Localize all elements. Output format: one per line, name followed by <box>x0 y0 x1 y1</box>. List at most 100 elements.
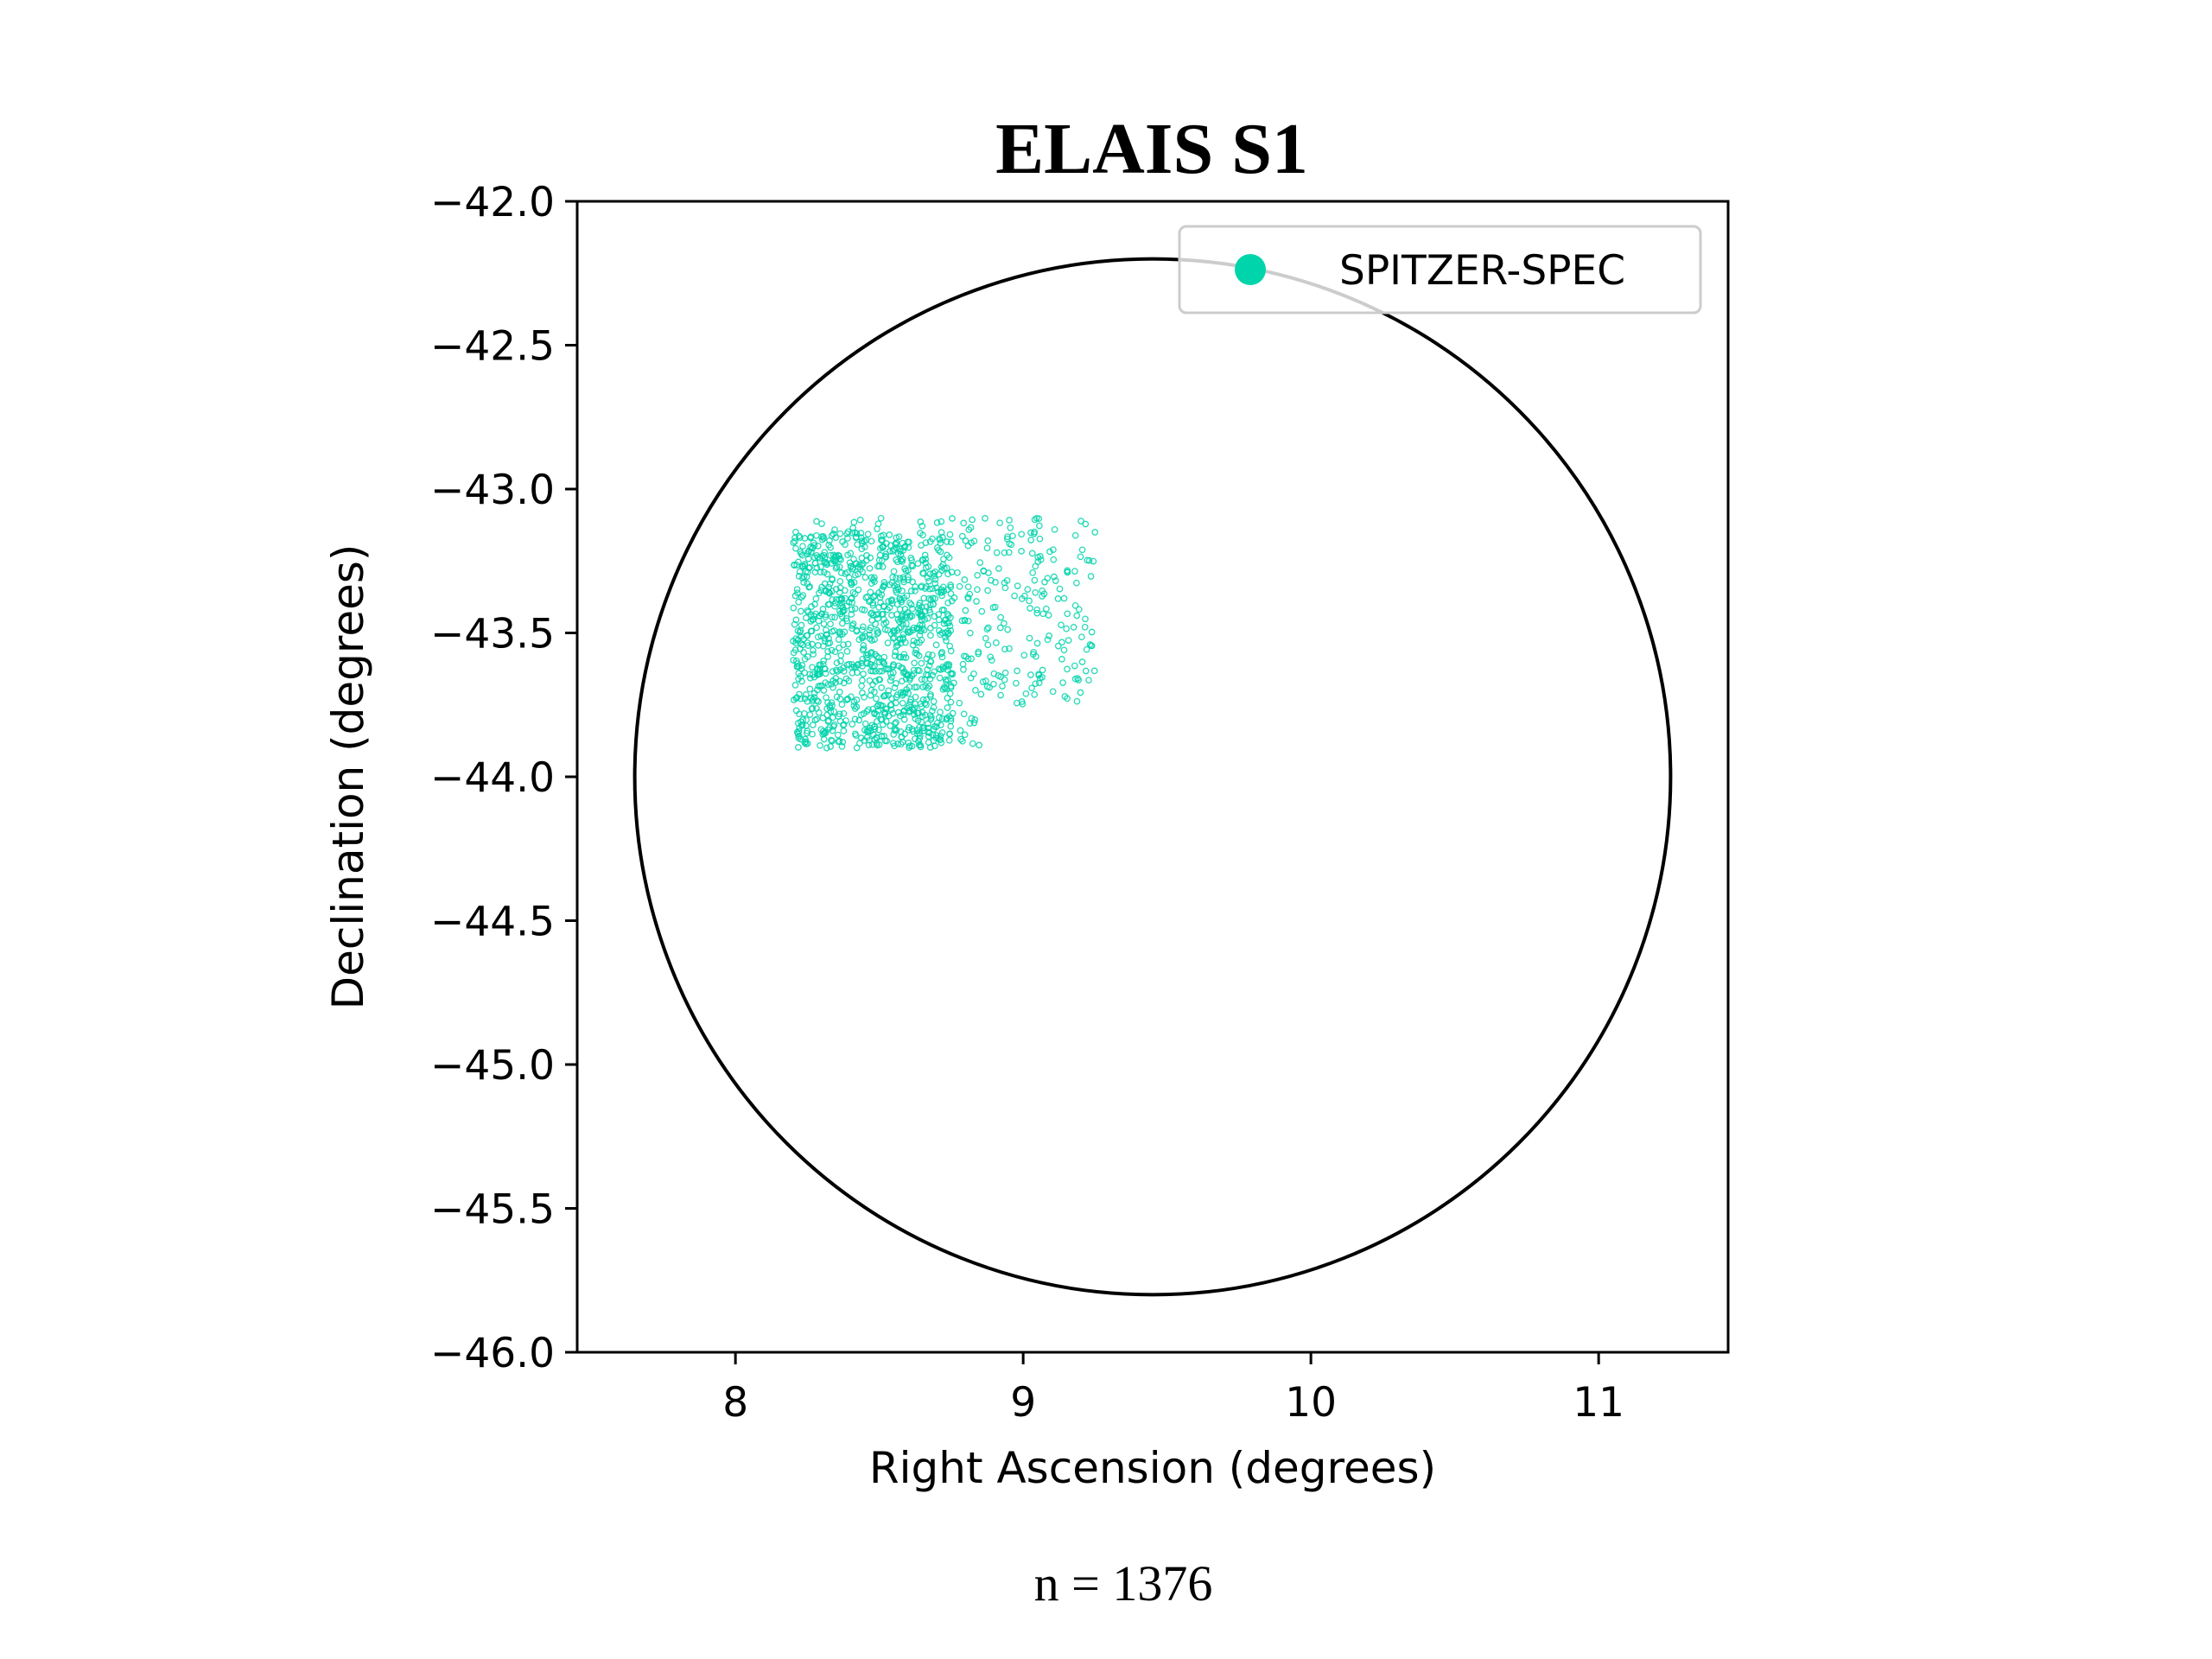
scatter-point <box>935 588 942 595</box>
scatter-point <box>1035 671 1043 679</box>
scatter-point <box>807 543 815 550</box>
scatter-point <box>938 607 946 613</box>
scatter-point <box>848 580 855 587</box>
scatter-point <box>845 574 853 582</box>
scatter-point <box>886 531 893 538</box>
scatter-point <box>815 683 823 690</box>
scatter-point <box>1085 677 1092 684</box>
scatter-point <box>921 700 929 707</box>
scatter-point <box>840 668 848 675</box>
scatter-point <box>899 653 907 661</box>
scatter-point <box>1031 690 1039 698</box>
y-tick-label: −45.0 <box>430 1042 555 1090</box>
scatter-point <box>796 690 803 698</box>
scatter-point <box>983 544 991 552</box>
scatter-point <box>1049 688 1057 696</box>
scatter-point <box>984 587 991 594</box>
scatter-point <box>1036 522 1043 530</box>
scatter-point <box>933 519 941 526</box>
scatter-point <box>829 576 836 583</box>
scatter-point <box>893 639 900 646</box>
y-tick-label: −42.0 <box>430 179 555 226</box>
scatter-point <box>826 704 834 711</box>
scatter-point <box>895 533 903 540</box>
scatter-point <box>931 723 938 730</box>
scatter-point <box>857 530 865 537</box>
scatter-point <box>795 744 802 751</box>
plot-area <box>632 257 1673 1297</box>
scatter-point <box>906 698 914 706</box>
scatter-point <box>817 726 825 734</box>
scatter-point <box>866 631 873 639</box>
scatter-point <box>942 629 950 637</box>
scatter-point <box>905 543 912 551</box>
scatter-point <box>821 569 828 576</box>
scatter-point <box>1003 535 1011 543</box>
scatter-point <box>828 736 835 744</box>
scatter-point <box>967 674 975 682</box>
scatter-point <box>919 696 927 703</box>
scatter-point <box>872 668 880 675</box>
scatter-point <box>1046 632 1052 639</box>
scatter-point <box>887 677 894 684</box>
scatter-point <box>960 519 968 527</box>
scatter-point <box>871 725 879 733</box>
scatter-point <box>918 522 926 530</box>
scatter-point <box>1032 680 1039 688</box>
scatter-point <box>974 571 982 579</box>
scatter-point <box>858 545 866 553</box>
scatter-point <box>867 588 874 596</box>
scatter-point <box>941 617 949 624</box>
scatter-point <box>813 518 820 525</box>
scatter-point <box>931 613 938 620</box>
chart-title: ELAIS S1 <box>995 109 1308 189</box>
scatter-point <box>875 658 883 666</box>
scatter-point <box>899 669 907 677</box>
scatter-point <box>804 632 811 639</box>
scatter-point <box>836 563 843 570</box>
scatter-point <box>799 543 806 550</box>
scatter-point <box>996 519 1003 527</box>
scatter-point <box>848 594 855 602</box>
scatter-point <box>797 695 804 702</box>
scatter-point <box>835 636 842 643</box>
scatter-point <box>1036 535 1044 543</box>
scatter-point <box>982 677 989 684</box>
scatter-point <box>804 642 812 649</box>
scatter-point <box>896 635 904 643</box>
scatter-point <box>889 574 896 581</box>
scatter-point <box>837 658 844 664</box>
scatter-point <box>872 620 880 628</box>
scatter-point <box>795 734 803 741</box>
scatter-point <box>901 668 908 676</box>
scatter-point <box>924 574 931 582</box>
scatter-point <box>813 624 820 632</box>
scatter-point <box>944 704 951 711</box>
scatter-point <box>945 629 952 637</box>
scatter-point <box>900 578 907 586</box>
scatter-point <box>801 535 809 542</box>
scatter-point <box>882 718 890 725</box>
scatter-point <box>947 698 955 706</box>
scatter-point <box>946 531 954 538</box>
scatter-point <box>879 563 887 570</box>
scatter-point <box>907 588 915 594</box>
scatter-point <box>1077 518 1084 524</box>
scatter-point <box>1051 573 1058 581</box>
scatter-point <box>925 724 932 732</box>
scatter-point <box>907 554 915 562</box>
scatter-point <box>917 612 925 620</box>
scatter-point <box>823 626 830 633</box>
scatter-point <box>874 520 882 528</box>
scatter-point <box>850 702 858 709</box>
scatter-point <box>958 532 966 540</box>
scatter-point <box>929 585 936 593</box>
scatter-point <box>899 612 906 619</box>
scatter-point <box>1022 690 1030 697</box>
scatter-point <box>881 626 889 633</box>
scatter-point <box>961 616 969 624</box>
scatter-point <box>828 532 836 539</box>
scatter-point <box>828 680 836 688</box>
scatter-point <box>820 620 828 627</box>
scatter-point <box>982 515 988 522</box>
